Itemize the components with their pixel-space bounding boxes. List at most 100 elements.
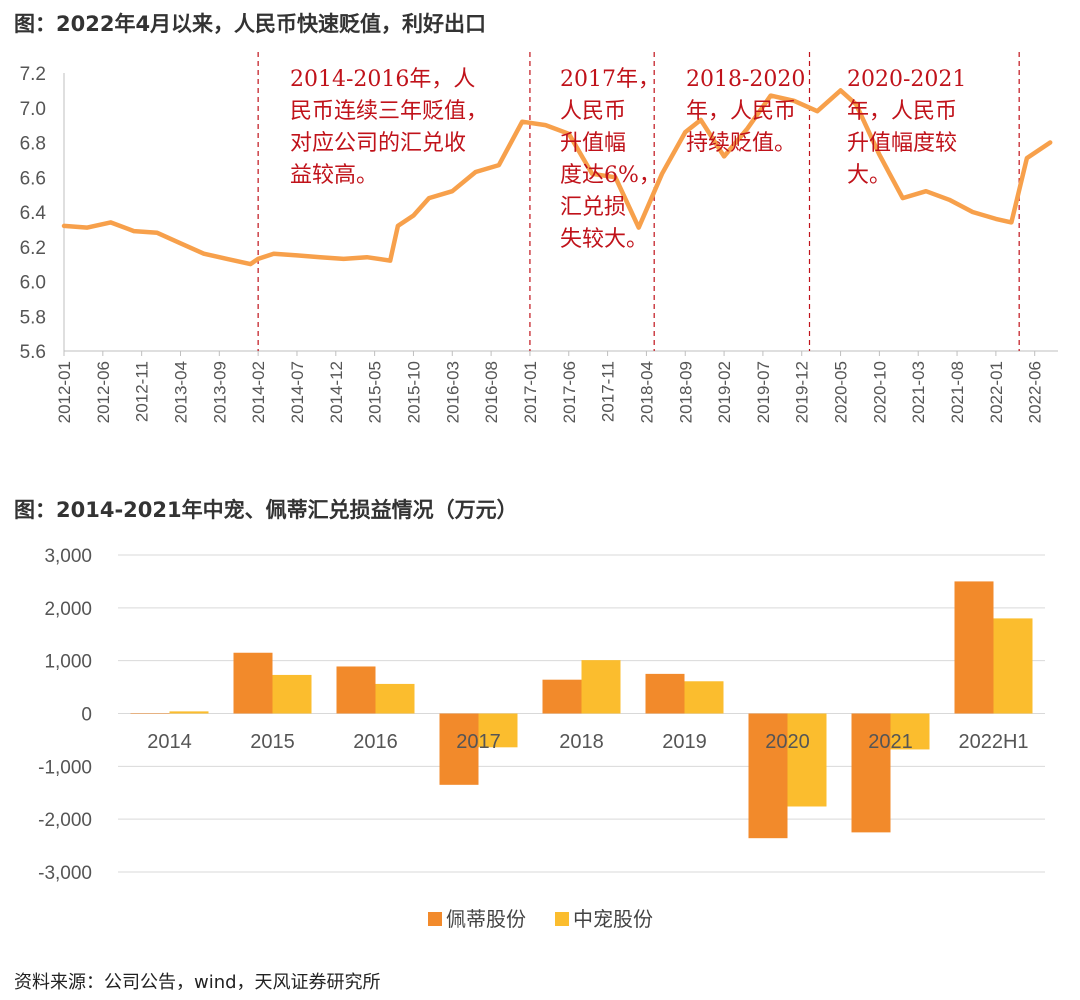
y-tick-label: 0 bbox=[81, 705, 92, 726]
x-tick-label: 2020-10 bbox=[870, 361, 889, 423]
annotation-line: 年，人民币 bbox=[686, 99, 796, 124]
category-labels: 2014 2015 2016 2017 2018 2019 2020 2021 2022H1 bbox=[147, 731, 1028, 753]
category-label: 2016 bbox=[353, 731, 398, 753]
x-tick-label: 2017-01 bbox=[521, 361, 540, 423]
bar-series bbox=[130, 581, 1033, 839]
y-tick-label: -2,000 bbox=[38, 810, 92, 831]
usdcny-line bbox=[61, 88, 1053, 267]
annotation-line: 汇兑损 bbox=[560, 195, 626, 220]
category-label: 2017 bbox=[456, 731, 501, 753]
bar-zhongchong-2014 bbox=[169, 711, 209, 714]
source-note: 资料来源：公司公告，wind，天风证券研究所 bbox=[14, 972, 381, 993]
y-tick-label: -3,000 bbox=[38, 863, 92, 884]
annotation-line: 2018-2020 bbox=[686, 67, 805, 92]
bar-zhongchong-2022H1 bbox=[993, 618, 1033, 714]
y-tick-label: 7.2 bbox=[20, 64, 46, 85]
annotation-line: 2014-2016年，人 bbox=[290, 67, 475, 92]
bar-peidi-2022H1 bbox=[954, 581, 994, 714]
x-tick-label: 2021-03 bbox=[909, 361, 928, 423]
bar-zhongchong-2021 bbox=[890, 713, 930, 750]
y-tick-label: 6.8 bbox=[20, 134, 46, 155]
bar-peidi-2020 bbox=[748, 713, 788, 839]
bar-zhongchong-2017 bbox=[478, 713, 518, 748]
x-tick-label: 2022-06 bbox=[1026, 361, 1045, 423]
x-tick-label: 2012-11 bbox=[133, 361, 152, 422]
annotation-line: 对应公司的汇兑收 bbox=[290, 131, 466, 156]
annotation-line: 益较高。 bbox=[290, 163, 378, 188]
bar-zhongchong-2019 bbox=[684, 681, 724, 714]
x-tick-label: 2012-06 bbox=[94, 361, 113, 423]
y-tick-label: 1,000 bbox=[44, 652, 92, 673]
y-tick-label: 3,000 bbox=[44, 546, 92, 567]
y-axis-ticks: 5.6 5.8 6.0 6.2 6.4 6.6 6.8 7.0 7.2 bbox=[20, 64, 47, 363]
bar-zhongchong-2020 bbox=[787, 713, 827, 807]
annotation-line: 民币连续三年贬值， bbox=[290, 99, 488, 124]
annotation-line: 2020-2021 bbox=[847, 67, 966, 92]
bar-zhongchong-2015 bbox=[272, 674, 312, 714]
x-tick-label: 2015-10 bbox=[404, 361, 423, 423]
category-label: 2020 bbox=[765, 731, 810, 753]
x-tick-label: 2013-09 bbox=[210, 361, 229, 423]
bar-peidi-2017 bbox=[439, 713, 479, 785]
y-axis-ticks: 3,000 2,000 1,000 0 -1,000 -2,000 -3,000 bbox=[38, 546, 92, 884]
annotation-line: 升值幅度较 bbox=[847, 131, 957, 156]
legend-label: 佩蒂股份 bbox=[446, 907, 526, 931]
legend-swatch bbox=[555, 912, 569, 926]
bar-peidi-2019 bbox=[645, 673, 685, 714]
bar-peidi-2021 bbox=[851, 713, 891, 833]
y-tick-label: -1,000 bbox=[38, 757, 92, 778]
y-tick-label: 2,000 bbox=[44, 599, 92, 620]
category-label: 2022H1 bbox=[958, 731, 1028, 753]
category-label: 2018 bbox=[559, 731, 604, 753]
x-tick-label: 2019-07 bbox=[754, 361, 773, 423]
x-tick-label: 2015-05 bbox=[366, 361, 385, 423]
x-tick-label: 2019-12 bbox=[793, 361, 812, 423]
bar-chart-title: 图：2014-2021年中宠、佩蒂汇兑损益情况（万元） bbox=[14, 498, 518, 522]
x-tick-label: 2018-09 bbox=[676, 361, 695, 423]
category-label: 2019 bbox=[662, 731, 707, 753]
annotation-line: 失较大。 bbox=[560, 227, 648, 252]
x-tick-label: 2013-04 bbox=[171, 361, 190, 423]
x-tick-label: 2016-03 bbox=[443, 361, 462, 423]
bar-peidi-2016 bbox=[336, 666, 376, 714]
x-tick-label: 2018-04 bbox=[637, 361, 656, 423]
bar-zhongchong-2018 bbox=[581, 660, 621, 714]
y-tick-label: 6.2 bbox=[20, 238, 46, 259]
y-tick-label: 7.0 bbox=[20, 99, 46, 120]
annotation-line: 持续贬值。 bbox=[686, 131, 796, 156]
x-tick-label: 2014-07 bbox=[288, 361, 307, 423]
line-chart-title: 图：2022年4月以来，人民币快速贬值，利好出口 bbox=[14, 12, 487, 36]
y-tick-label: 5.6 bbox=[20, 342, 46, 363]
period-divider-lines bbox=[257, 52, 1020, 351]
exchange-rate-line-chart: 5.6 5.8 6.0 6.2 6.4 6.6 6.8 7.0 7.2 2012-01 2012-… bbox=[20, 52, 1058, 423]
annotation-line: 年，人民币 bbox=[847, 99, 957, 124]
y-tick-label: 5.8 bbox=[20, 307, 46, 328]
y-tick-label: 6.4 bbox=[20, 203, 47, 224]
x-tick-label: 2020-05 bbox=[832, 361, 851, 423]
x-tick-label: 2019-02 bbox=[715, 361, 734, 423]
annotation-line: 升值幅 bbox=[560, 131, 626, 156]
x-tick-label: 2014-12 bbox=[327, 361, 346, 423]
x-tick-label: 2021-08 bbox=[948, 361, 967, 423]
y-gridlines bbox=[63, 73, 1058, 352]
legend-swatch bbox=[428, 912, 442, 926]
x-tick-label: 2016-08 bbox=[482, 361, 501, 423]
y-tick-label: 6.6 bbox=[20, 168, 46, 189]
x-tick-label: 2017-11 bbox=[599, 361, 618, 422]
annotation-line: 人民币 bbox=[560, 99, 626, 124]
legend-label: 中宠股份 bbox=[573, 907, 653, 931]
bar-peidi-2018 bbox=[542, 679, 582, 714]
y-tick-label: 6.0 bbox=[20, 273, 46, 294]
bar-peidi-2015 bbox=[233, 652, 273, 714]
x-tick-label: 2012-01 bbox=[55, 361, 74, 423]
annotation-line: 度达6%， bbox=[560, 163, 661, 188]
x-tick-label: 2014-02 bbox=[249, 361, 268, 423]
bar-peidi-2014 bbox=[130, 713, 170, 714]
x-tick-label: 2022-01 bbox=[987, 361, 1006, 423]
